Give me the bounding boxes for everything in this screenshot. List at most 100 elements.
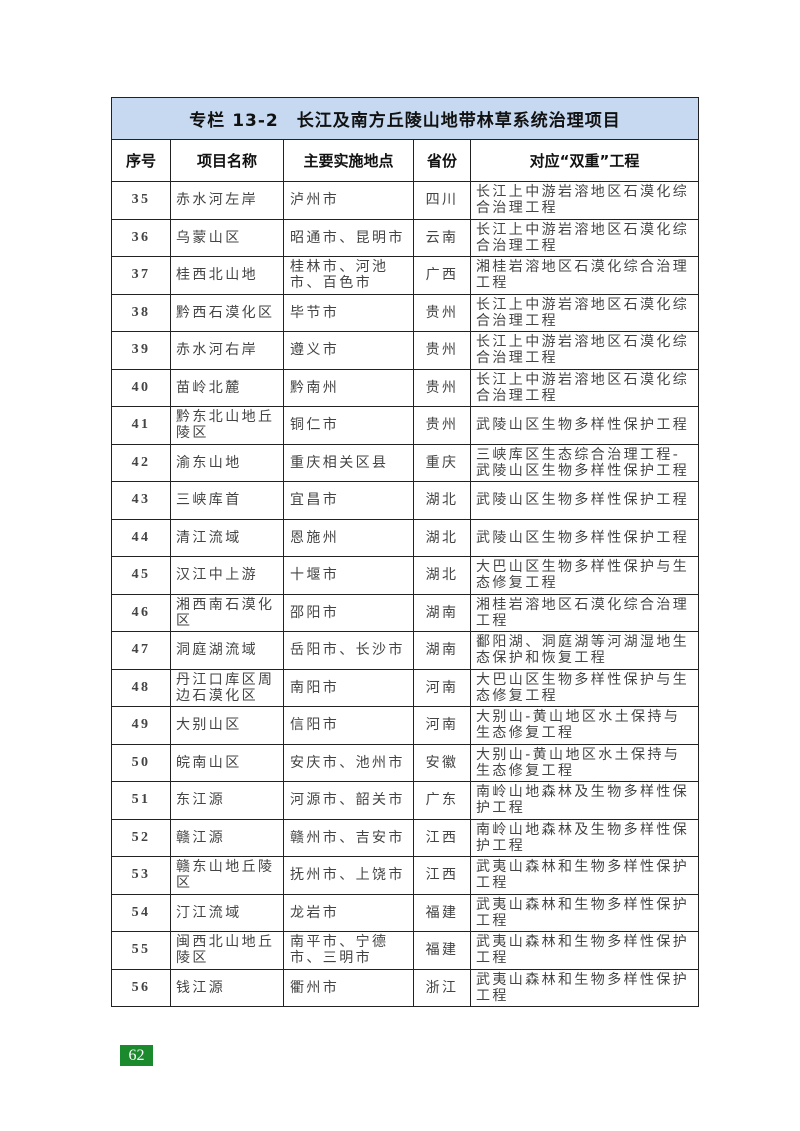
- cell-location: 桂林市、河池市、百色市: [283, 256, 414, 295]
- cell-project-name: 三峡库首: [170, 481, 284, 520]
- table-row: 55 闽西北山地丘陵区 南平市、宁德市、三明市 福建 武夷山森林和生物多样性保护工程: [111, 931, 700, 970]
- cell-province: 江西: [413, 818, 471, 857]
- cell-location: 十堰市: [283, 556, 414, 595]
- cell-province: 河南: [413, 706, 471, 745]
- cell-project-name: 黔东北山地丘陵区: [170, 406, 284, 445]
- table-row: 35 赤水河左岸 泸州市 四川 长江上中游岩溶地区石漠化综合治理工程: [111, 181, 700, 220]
- cell-project-name: 闽西北山地丘陵区: [170, 931, 284, 970]
- cell-index: 46: [111, 593, 171, 632]
- cell-location: 信阳市: [283, 706, 414, 745]
- cell-program: 湘桂岩溶地区石漠化综合治理工程: [469, 256, 700, 295]
- cell-program: 长江上中游岩溶地区石漠化综合治理工程: [469, 293, 700, 332]
- cell-location: 龙岩市: [283, 893, 414, 932]
- cell-program: 武陵山区生物多样性保护工程: [469, 518, 700, 557]
- cell-province: 安徽: [413, 743, 471, 782]
- cell-location: 泸州市: [283, 181, 414, 220]
- cell-index: 47: [111, 631, 171, 670]
- cell-program: 武陵山区生物多样性保护工程: [469, 481, 700, 520]
- table-row: 41 黔东北山地丘陵区 铜仁市 贵州 武陵山区生物多样性保护工程: [111, 406, 700, 445]
- cell-program: 大巴山区生物多样性保护与生态修复工程: [469, 556, 700, 595]
- table-row: 51 东江源 河源市、韶关市 广东 南岭山地森林及生物多样性保护工程: [111, 781, 700, 820]
- cell-project-name: 汀江流域: [170, 893, 284, 932]
- header-project-name: 项目名称: [170, 139, 284, 182]
- table-row: 52 赣江源 赣州市、吉安市 江西 南岭山地森林及生物多样性保护工程: [111, 818, 700, 857]
- cell-project-name: 清江流域: [170, 518, 284, 557]
- cell-province: 福建: [413, 893, 471, 932]
- cell-location: 昭通市、昆明市: [283, 218, 414, 257]
- cell-project-name: 黔西石漠化区: [170, 293, 284, 332]
- cell-index: 36: [111, 218, 171, 257]
- cell-province: 广西: [413, 256, 471, 295]
- cell-province: 贵州: [413, 331, 471, 370]
- page-number: 62: [120, 1045, 153, 1066]
- project-table: 专栏 13-2 长江及南方丘陵山地带林草系统治理项目 序号 项目名称 主要实施地…: [110, 97, 700, 1007]
- cell-location: 宜昌市: [283, 481, 414, 520]
- table-row: 47 洞庭湖流域 岳阳市、长沙市 湖南 鄱阳湖、洞庭湖等河湖湿地生态保护和恢复工程: [111, 631, 700, 670]
- cell-province: 湖北: [413, 518, 471, 557]
- table-row: 43 三峡库首 宜昌市 湖北 武陵山区生物多样性保护工程: [111, 481, 700, 520]
- cell-project-name: 赣江源: [170, 818, 284, 857]
- cell-program: 大巴山区生物多样性保护与生态修复工程: [469, 668, 700, 707]
- cell-index: 49: [111, 706, 171, 745]
- table-row: 38 黔西石漠化区 毕节市 贵州 长江上中游岩溶地区石漠化综合治理工程: [111, 293, 700, 332]
- cell-location: 岳阳市、长沙市: [283, 631, 414, 670]
- cell-location: 衢州市: [283, 968, 414, 1007]
- cell-location: 河源市、韶关市: [283, 781, 414, 820]
- cell-province: 浙江: [413, 968, 471, 1007]
- cell-program: 武夷山森林和生物多样性保护工程: [469, 856, 700, 895]
- cell-province: 贵州: [413, 368, 471, 407]
- cell-program: 大别山-黄山地区水土保持与生态修复工程: [469, 706, 700, 745]
- cell-location: 赣州市、吉安市: [283, 818, 414, 857]
- cell-project-name: 乌蒙山区: [170, 218, 284, 257]
- cell-project-name: 赣东山地丘陵区: [170, 856, 284, 895]
- cell-province: 重庆: [413, 443, 471, 482]
- cell-project-name: 皖南山区: [170, 743, 284, 782]
- cell-program: 长江上中游岩溶地区石漠化综合治理工程: [469, 368, 700, 407]
- cell-index: 51: [111, 781, 171, 820]
- table-row: 45 汉江中上游 十堰市 湖北 大巴山区生物多样性保护与生态修复工程: [111, 556, 700, 595]
- cell-program: 大别山-黄山地区水土保持与生态修复工程: [469, 743, 700, 782]
- cell-location: 重庆相关区县: [283, 443, 414, 482]
- cell-project-name: 丹江口库区周边石漠化区: [170, 668, 284, 707]
- cell-location: 南平市、宁德市、三明市: [283, 931, 414, 970]
- cell-index: 48: [111, 668, 171, 707]
- cell-index: 44: [111, 518, 171, 557]
- cell-program: 武陵山区生物多样性保护工程: [469, 406, 700, 445]
- cell-province: 贵州: [413, 293, 471, 332]
- cell-index: 45: [111, 556, 171, 595]
- cell-project-name: 赤水河右岸: [170, 331, 284, 370]
- cell-program: 鄱阳湖、洞庭湖等河湖湿地生态保护和恢复工程: [469, 631, 700, 670]
- table-header-row: 序号 项目名称 主要实施地点 省份 对应“双重”工程: [111, 139, 700, 182]
- table-title: 专栏 13-2 长江及南方丘陵山地带林草系统治理项目: [110, 97, 700, 140]
- cell-program: 长江上中游岩溶地区石漠化综合治理工程: [469, 218, 700, 257]
- table-row: 40 苗岭北麓 黔南州 贵州 长江上中游岩溶地区石漠化综合治理工程: [111, 368, 700, 407]
- cell-project-name: 汉江中上游: [170, 556, 284, 595]
- cell-index: 53: [111, 856, 171, 895]
- cell-location: 恩施州: [283, 518, 414, 557]
- cell-province: 贵州: [413, 406, 471, 445]
- cell-project-name: 桂西北山地: [170, 256, 284, 295]
- table-row: 36 乌蒙山区 昭通市、昆明市 云南 长江上中游岩溶地区石漠化综合治理工程: [111, 218, 700, 257]
- cell-location: 邵阳市: [283, 593, 414, 632]
- table-row: 48 丹江口库区周边石漠化区 南阳市 河南 大巴山区生物多样性保护与生态修复工程: [111, 668, 700, 707]
- cell-province: 四川: [413, 181, 471, 220]
- cell-province: 福建: [413, 931, 471, 970]
- cell-program: 南岭山地森林及生物多样性保护工程: [469, 818, 700, 857]
- cell-index: 50: [111, 743, 171, 782]
- cell-location: 铜仁市: [283, 406, 414, 445]
- cell-program: 长江上中游岩溶地区石漠化综合治理工程: [469, 181, 700, 220]
- table-row: 53 赣东山地丘陵区 抚州市、上饶市 江西 武夷山森林和生物多样性保护工程: [111, 856, 700, 895]
- table-row: 50 皖南山区 安庆市、池州市 安徽 大别山-黄山地区水土保持与生态修复工程: [111, 743, 700, 782]
- cell-project-name: 湘西南石漠化区: [170, 593, 284, 632]
- cell-location: 毕节市: [283, 293, 414, 332]
- cell-index: 43: [111, 481, 171, 520]
- cell-province: 湖北: [413, 481, 471, 520]
- table-row: 37 桂西北山地 桂林市、河池市、百色市 广西 湘桂岩溶地区石漠化综合治理工程: [111, 256, 700, 295]
- header-province: 省份: [413, 139, 471, 182]
- cell-program: 三峡库区生态综合治理工程-武陵山区生物多样性保护工程: [469, 443, 700, 482]
- cell-index: 56: [111, 968, 171, 1007]
- cell-index: 38: [111, 293, 171, 332]
- cell-location: 黔南州: [283, 368, 414, 407]
- cell-project-name: 大别山区: [170, 706, 284, 745]
- cell-province: 广东: [413, 781, 471, 820]
